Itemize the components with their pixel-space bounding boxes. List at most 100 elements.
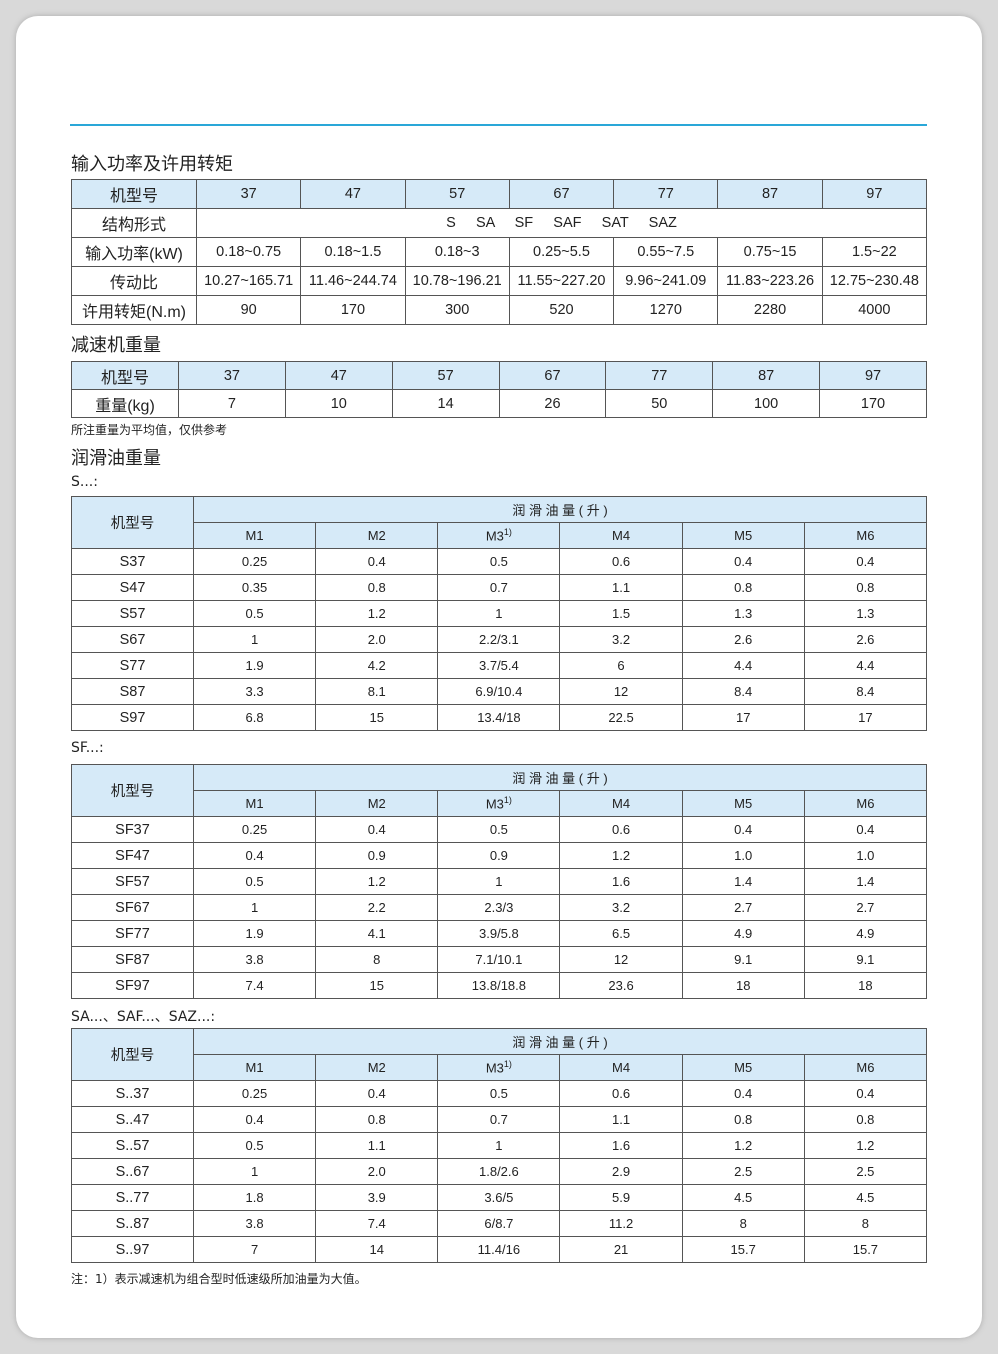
group-header: 润 滑 油 量 ( 升 ) — [193, 1028, 927, 1055]
table-cell: 4000 — [821, 295, 928, 325]
structure-value: S SA SF SAF SAT SAZ — [196, 208, 927, 238]
row-label: S97 — [71, 704, 194, 731]
table-cell: 1.3 — [681, 600, 805, 627]
table-cell: 1 — [192, 894, 317, 921]
table-cell: 11.4/16 — [437, 1236, 561, 1263]
table-cell: 6.5 — [559, 920, 683, 947]
table-cell: 0.75~15 — [717, 237, 823, 267]
table-cell: 2.5 — [803, 1158, 928, 1185]
table-row: S97 6.8 15 13.4/18 22.5 17 17 — [71, 704, 928, 731]
row-label: SF47 — [71, 842, 194, 869]
mounting-label: M4 — [612, 796, 631, 811]
mounting-header: M4 — [559, 1054, 683, 1081]
table-cell: 1 — [437, 600, 561, 627]
table-cell: 3.8 — [192, 946, 317, 973]
row-label: 输入功率(kW) — [71, 237, 197, 267]
table-cell: 1.5~22 — [821, 237, 928, 267]
row-label: SF77 — [71, 920, 194, 947]
mounting-label: M2 — [367, 528, 386, 543]
table-header-row: 机型号 37 47 57 67 77 87 97 — [71, 361, 927, 390]
mounting-header: M4 — [559, 522, 683, 549]
table-row: S..37 0.25 0.4 0.5 0.6 0.4 0.4 — [71, 1080, 928, 1107]
table-cell: 1.6 — [559, 1132, 683, 1159]
table-cell: 0.9 — [437, 842, 561, 869]
group-header: 润 滑 油 量 ( 升 ) — [193, 496, 927, 523]
table-cell: 170 — [300, 295, 406, 325]
row-label: S..77 — [71, 1184, 194, 1211]
mounting-header: M6 — [803, 1054, 928, 1081]
table-cell: 2.7 — [803, 894, 928, 921]
table-cell: 4.5 — [803, 1184, 928, 1211]
table-cell: 17 — [803, 704, 928, 731]
table-row: 重量(kg) 7 10 14 26 50 100 170 — [71, 389, 927, 418]
table-cell: 0.4 — [681, 816, 805, 843]
table-cell: 11.2 — [559, 1210, 683, 1237]
mounting-label: M6 — [856, 796, 875, 811]
model-header: 67 — [498, 361, 607, 390]
table-cell: 170 — [819, 389, 927, 418]
table-cell: 0.5 — [192, 1132, 317, 1159]
mounting-header: M2 — [315, 522, 439, 549]
mounting-header: M1 — [192, 522, 317, 549]
model-header: 47 — [300, 179, 406, 209]
table-cell: 3.9 — [315, 1184, 439, 1211]
table-cell: 50 — [605, 389, 714, 418]
table-cell: 0.6 — [559, 816, 683, 843]
row-label: 重量(kg) — [71, 389, 179, 418]
model-header: 87 — [712, 361, 821, 390]
table-row: SF37 0.25 0.4 0.5 0.6 0.4 0.4 — [71, 816, 928, 843]
table-cell: 15 — [315, 704, 439, 731]
table-cell: 3.2 — [559, 626, 683, 653]
table-cell: 2.6 — [681, 626, 805, 653]
weight-note: 所注重量为平均值，仅供参考 — [71, 423, 228, 437]
table-cell: 1270 — [613, 295, 719, 325]
table-cell: 1.5 — [559, 600, 683, 627]
table-row: SF67 1 2.2 2.3/3 3.2 2.7 2.7 — [71, 894, 928, 921]
table-cell: 2.7 — [681, 894, 805, 921]
model-header: 37 — [195, 179, 302, 209]
lubricant-table: 机型号润 滑 油 量 ( 升 ) M1 M2 M31) M4 M5 M6 S37 0.25 0.4… — [71, 496, 928, 731]
table-cell: 8 — [803, 1210, 928, 1237]
mounting-label: M5 — [734, 796, 753, 811]
row-label: S..37 — [71, 1080, 194, 1107]
table-row: 输入功率(kW) 0.18~0.75 0.18~1.5 0.18~3 0.25~5.5 0… — [71, 237, 928, 267]
model-label: 机型号 — [71, 361, 179, 390]
table-cell: 1 — [437, 868, 561, 895]
model-label: 机型号 — [71, 764, 194, 817]
table-cell: 8 — [681, 1210, 805, 1237]
table-row: SF57 0.5 1.2 1 1.6 1.4 1.4 — [71, 868, 928, 895]
table-cell: 0.5 — [192, 600, 317, 627]
table-cell: 1.2 — [315, 868, 439, 895]
table-cell: 23.6 — [559, 972, 683, 999]
row-label: 传动比 — [71, 266, 197, 296]
table-cell: 0.18~0.75 — [195, 237, 302, 267]
table-cell: 2.0 — [315, 1158, 439, 1185]
table-cell: 2.0 — [315, 626, 439, 653]
mounting-header: M5 — [681, 1054, 805, 1081]
table-cell: 0.7 — [437, 1106, 561, 1133]
table-cell: 7 — [178, 389, 286, 418]
section-title-power-torque: 输入功率及许用转矩 — [71, 154, 233, 175]
row-label: S77 — [71, 652, 194, 679]
weight-table: 机型号 37 47 57 67 77 87 97 重量(kg) 7 10 14 26 50 100 170 — [71, 361, 927, 418]
table-cell: 4.9 — [681, 920, 805, 947]
table-cell: 2280 — [717, 295, 823, 325]
row-label: SF97 — [71, 972, 194, 999]
table-cell: 2.5 — [681, 1158, 805, 1185]
table-cell: 1.6 — [559, 868, 683, 895]
table-cell: 0.18~1.5 — [300, 237, 406, 267]
table-row: 许用转矩(N.m) 90 170 300 520 1270 2280 4000 — [71, 295, 928, 325]
table-cell: 6.9/10.4 — [437, 678, 561, 705]
mounting-header: M31) — [437, 1054, 561, 1081]
table-cell: 0.4 — [192, 1106, 317, 1133]
table-row: 结构形式 S SA SF SAF SAT SAZ — [71, 208, 927, 238]
table-cell: 0.6 — [559, 548, 683, 575]
mounting-label: M5 — [734, 528, 753, 543]
mounting-header: M6 — [803, 522, 928, 549]
section-title-weight: 减速机重量 — [71, 335, 161, 356]
row-label: SF67 — [71, 894, 194, 921]
model-header: 47 — [284, 361, 393, 390]
footnote-marker: 1) — [503, 527, 512, 538]
table-cell: 3.8 — [192, 1210, 317, 1237]
table-cell: 0.4 — [315, 548, 439, 575]
